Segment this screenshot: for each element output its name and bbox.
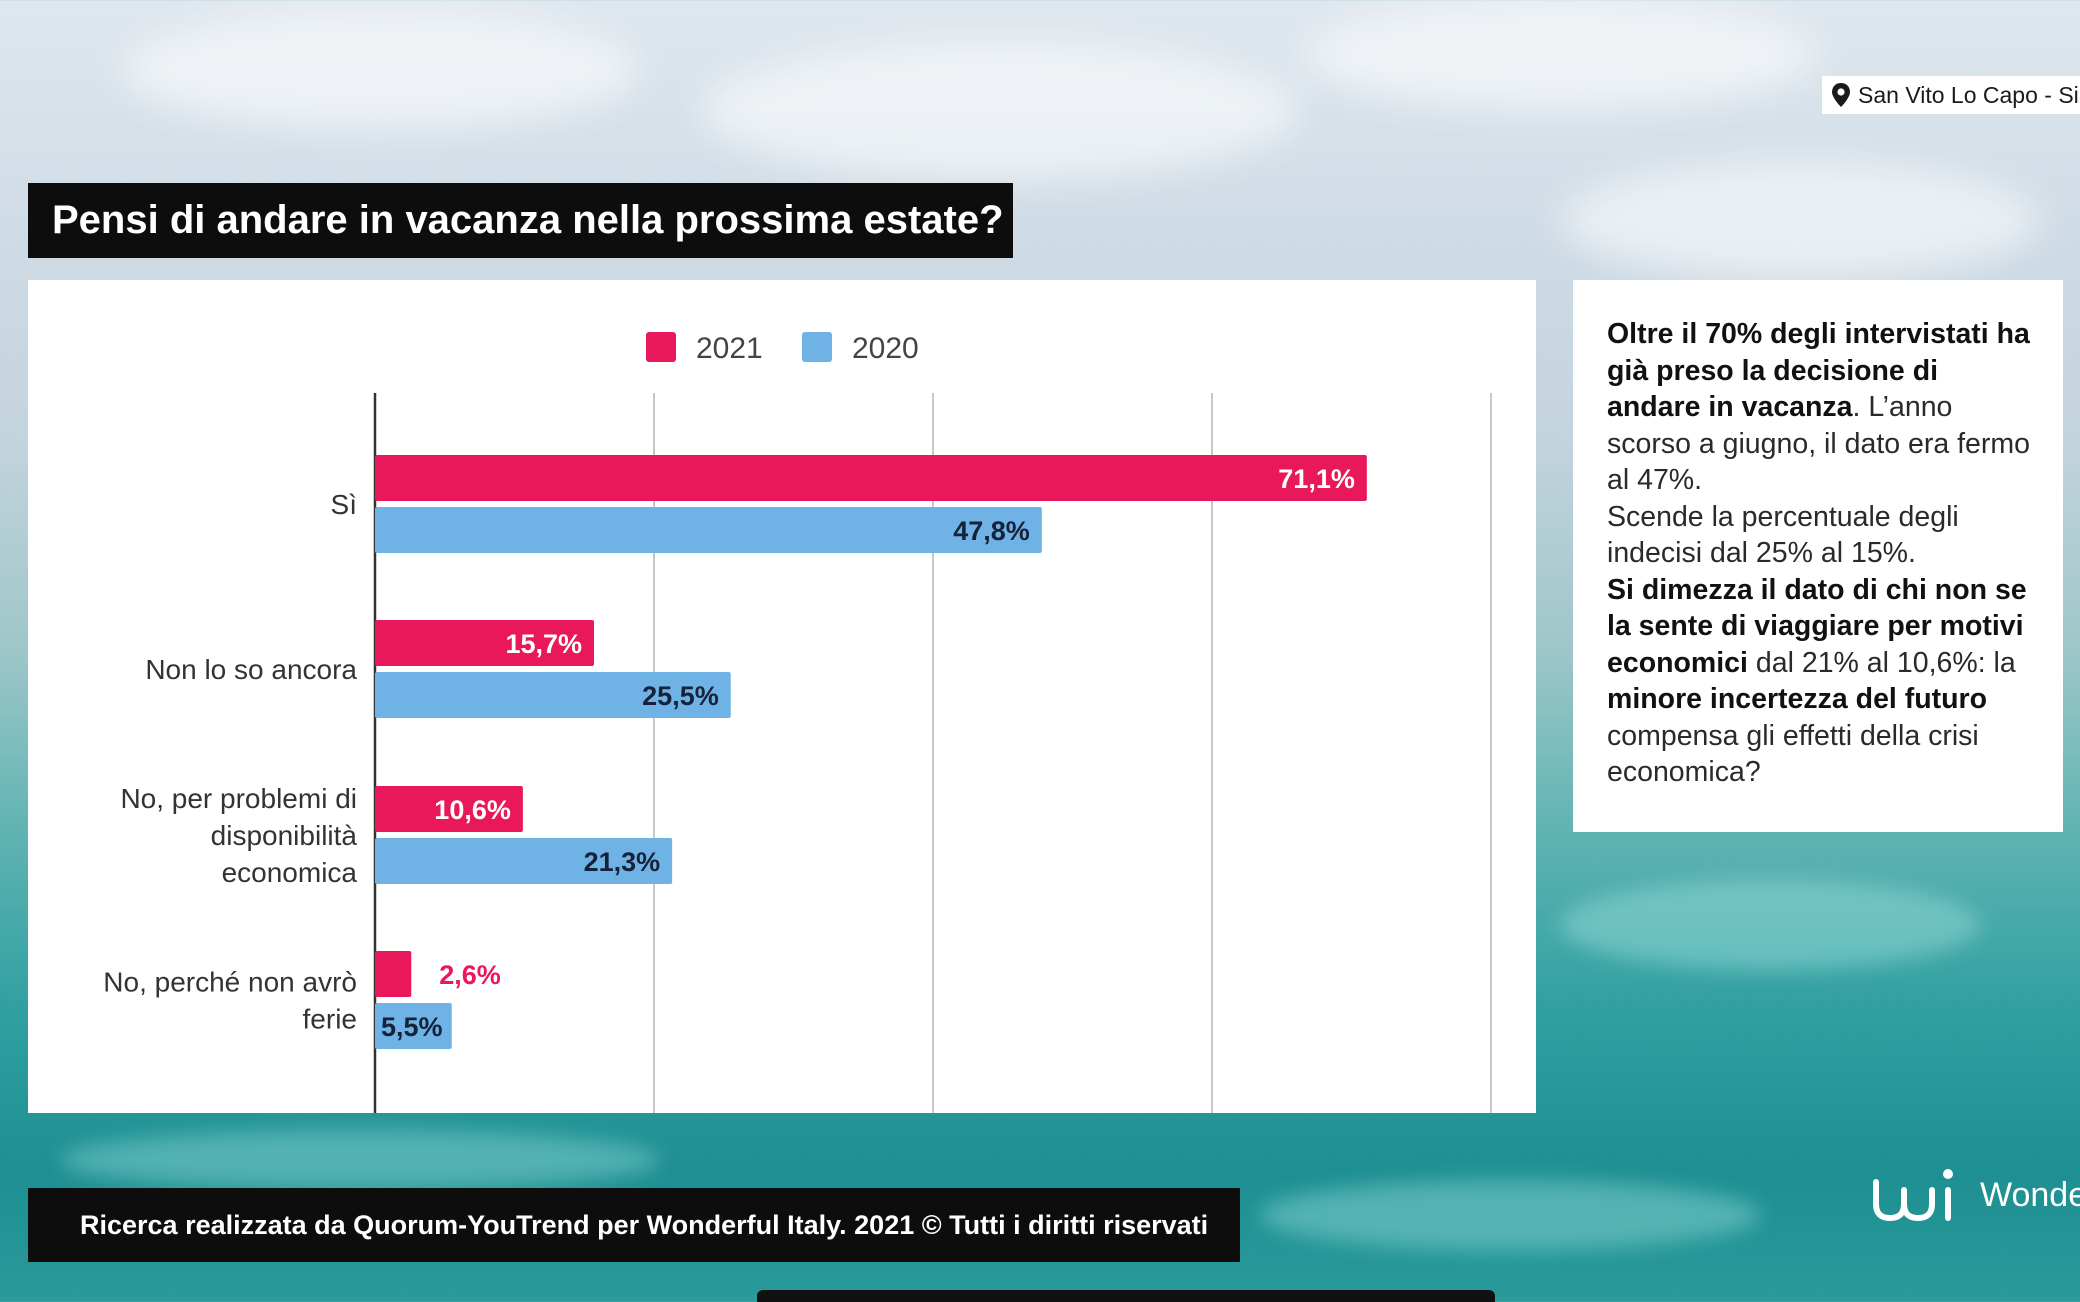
category-label: ferie bbox=[303, 1004, 357, 1035]
bar-2021 bbox=[375, 951, 412, 997]
background-cloud bbox=[1560, 160, 2040, 280]
bar-value-label: 71,1% bbox=[1278, 464, 1355, 494]
bar-2021 bbox=[375, 786, 523, 832]
commentary-p3-text: dal 21% al 10,6%: la bbox=[1747, 646, 2016, 679]
category-label: Non lo so ancora bbox=[145, 654, 357, 685]
legend-label: 2020 bbox=[852, 332, 919, 365]
bar-value-label: 21,3% bbox=[584, 847, 661, 877]
category-label: Sì bbox=[331, 489, 357, 520]
bar-2020 bbox=[375, 672, 731, 718]
question-title-text: Pensi di andare in vacanza nella prossim… bbox=[52, 198, 1004, 242]
commentary-panel: Oltre il 70% degli intervistati ha già p… bbox=[1573, 280, 2063, 832]
commentary-p3-bold2: minore incertezza del futuro bbox=[1607, 683, 1988, 715]
chart-panel: 2021 2020 71,1% 47,8% Sì 15,7% 25,5% Non lo so … bbox=[28, 280, 1536, 1113]
category-label: disponibilità bbox=[211, 820, 358, 851]
bar-value-label: 25,5% bbox=[642, 681, 719, 711]
category-label: No, perché non avrò bbox=[103, 967, 357, 998]
background-wave bbox=[60, 1130, 660, 1190]
commentary-p3-text2: compensa gli effetti della crisi economi… bbox=[1607, 719, 1979, 789]
category-label: No, per problemi di bbox=[120, 783, 357, 814]
bar-value-label: 15,7% bbox=[505, 629, 582, 659]
location-tag: San Vito Lo Capo - Si bbox=[1822, 76, 2080, 114]
bar-value-label: 47,8% bbox=[953, 516, 1030, 546]
legend-label: 2021 bbox=[696, 332, 763, 365]
bar-value-label: 2,6% bbox=[439, 960, 501, 990]
brand-logo: Wonde bbox=[1868, 1160, 2080, 1230]
bar-2020 bbox=[375, 838, 673, 884]
background-cloud bbox=[1300, 0, 1820, 110]
bar-value-label: 10,6% bbox=[434, 795, 511, 825]
background-wave bbox=[1260, 1180, 1760, 1250]
background-cloud bbox=[120, 10, 640, 130]
bar-2021 bbox=[375, 455, 1367, 501]
bottom-bar bbox=[757, 1290, 1495, 1302]
bar-chart: 2021 2020 71,1% 47,8% Sì 15,7% 25,5% Non lo so … bbox=[103, 332, 1492, 1113]
bar-value-label: 5,5% bbox=[381, 1012, 443, 1042]
legend-swatch bbox=[802, 332, 832, 362]
location-pin-icon bbox=[1832, 83, 1850, 107]
location-text: San Vito Lo Capo - Si bbox=[1858, 81, 2079, 108]
commentary-p1-text: . L’anno scorso a giugno, il dato era fe… bbox=[1607, 391, 2030, 496]
bar-2020 bbox=[375, 507, 1042, 553]
brand-name: Wonde bbox=[1980, 1175, 2080, 1214]
footer-text: Ricerca realizzata da Quorum-YouTrend pe… bbox=[80, 1209, 1209, 1240]
category-label: economica bbox=[222, 857, 358, 888]
background-wave bbox=[1560, 880, 1980, 970]
background-cloud bbox=[700, 40, 1300, 180]
commentary-p3-bold: Si dimezza il dato di chi non se la sent… bbox=[1607, 573, 2027, 679]
bar-2021 bbox=[375, 620, 595, 666]
commentary-p2-text: Scende la percentuale degli indecisi dal… bbox=[1607, 500, 1959, 570]
wonderful-italy-logo-icon bbox=[1873, 1169, 1953, 1222]
bar-2020 bbox=[375, 1003, 452, 1049]
commentary-p1-bold: Oltre il 70% degli intervistati ha già p… bbox=[1607, 318, 2030, 423]
legend-swatch bbox=[646, 332, 676, 362]
question-title: Pensi di andare in vacanza nella prossim… bbox=[28, 183, 1013, 258]
footer-credits: Ricerca realizzata da Quorum-YouTrend pe… bbox=[28, 1188, 1240, 1262]
